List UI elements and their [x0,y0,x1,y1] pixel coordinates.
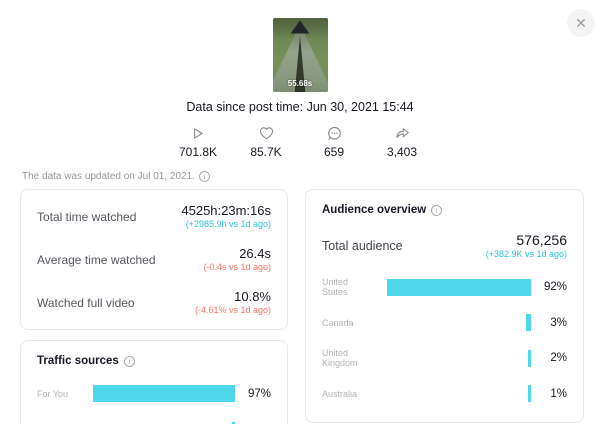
audience-row-united-kingdom: United Kingdom 2% [322,348,567,368]
total-audience-delta: (+382.9K vs 1d ago) [485,249,567,259]
comments-stat: 659 [315,125,353,159]
audience-row-united-states: United States 92% [322,277,567,297]
views-stat: 701.8K [179,125,217,159]
video-thumbnail[interactable]: 55.68s [272,18,328,92]
engagement-stats-row: 701.8K 85.7K 659 3,403 [0,125,600,159]
audience-bar [527,349,531,367]
metric-label: Total time watched [37,209,137,224]
traffic-bar [232,422,235,424]
shares-stat: 3,403 [383,125,421,159]
bar-track [374,349,531,367]
post-time-text: Data since post time: Jun 30, 2021 15:44 [186,100,414,114]
audience-country-label: Canada [322,317,354,328]
metric-row-total-time: Total time watched 4525h:23m:16s (+2985.… [37,195,271,238]
audience-overview-title: Audience overview [322,204,427,216]
traffic-row-for-you: For You 97% [37,385,271,402]
comments-count: 659 [324,145,345,159]
bar-track [374,385,531,402]
traffic-percentage: 97% [247,387,271,400]
info-icon[interactable] [431,204,443,216]
audience-row-australia: Australia 1% [322,385,567,402]
audience-percentage: 3% [550,316,567,329]
info-icon[interactable] [123,355,135,367]
bar-track [89,422,235,424]
traffic-sources-card: Traffic sources For You 97% Following 2% [20,340,288,424]
audience-country-label: United States [322,277,349,297]
likes-count: 85.7K [250,145,282,159]
audience-country-label: Australia [322,388,358,399]
play-icon [189,125,206,142]
bar-track [89,385,235,402]
traffic-bar [93,385,235,402]
audience-percentage: 2% [550,352,567,364]
metric-row-average-time: Average time watched 26.4s (-0.4s vs 1d … [37,238,271,281]
watch-metrics-card: Total time watched 4525h:23m:16s (+2985.… [20,189,288,330]
comment-icon [326,125,343,142]
metric-label: Watched full video [37,295,135,310]
metric-value: 10.8% [234,289,271,304]
audience-overview-card: Audience overview Total audience 576,256… [305,189,584,423]
info-icon[interactable] [198,171,210,182]
shares-count: 3,403 [387,145,418,159]
traffic-row-following: Following 2% [37,422,271,424]
audience-percentage: 1% [550,387,567,400]
metric-label: Average time watched [37,252,156,267]
analytics-grid: Total time watched 4525h:23m:16s (+2985.… [0,189,600,424]
bar-track [374,278,531,296]
traffic-sources-title: Traffic sources [37,355,119,367]
audience-bar [386,278,531,296]
metric-delta: (-4.61% vs 1d ago) [194,305,271,315]
total-audience-row: Total audience 576,256 (+382.9K vs 1d ag… [322,224,567,270]
audience-row-canada: Canada 3% [322,314,567,331]
metric-value: 4525h:23m:16s [181,203,271,218]
metric-delta: (+2985.9h vs 1d ago) [185,219,271,229]
audience-bar [526,314,531,331]
audience-bar [528,385,531,402]
likes-stat: 85.7K [247,125,285,159]
audience-country-label: United Kingdom [322,348,358,368]
metric-delta: (-0.4s vs 1d ago) [203,262,271,272]
audience-percentage: 92% [543,281,567,293]
views-count: 701.8K [178,145,218,159]
total-audience-value: 576,256 [516,232,567,248]
video-summary-section: 55.68s Data since post time: Jun 30, 202… [0,0,600,159]
metric-value: 26.4s [239,246,271,261]
video-duration: 55.68s [287,79,313,88]
share-icon [394,125,411,142]
metric-row-watched-full: Watched full video 10.8% (-4.61% vs 1d a… [37,281,271,324]
bar-track [374,314,531,331]
close-button[interactable]: ✕ [567,9,595,37]
heart-icon [258,125,275,142]
total-audience-label: Total audience [322,239,403,253]
traffic-source-label: For You [37,388,69,399]
data-updated-note: The data was updated on Jul 01, 2021. [22,171,600,182]
